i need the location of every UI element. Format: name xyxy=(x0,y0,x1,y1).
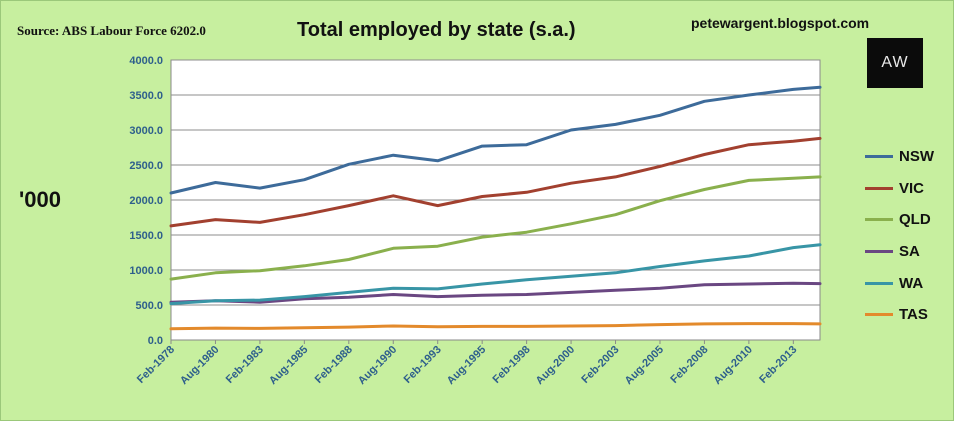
x-tick-label: Feb-1983 xyxy=(224,344,266,386)
legend-label: NSW xyxy=(899,148,934,166)
x-tick-label: Feb-2013 xyxy=(757,344,799,386)
y-tick-label: 0.0 xyxy=(148,335,163,347)
legend-swatch xyxy=(865,281,893,285)
series-line-vic xyxy=(169,136,822,228)
legend-label: WA xyxy=(899,274,924,292)
legend: NSW VIC QLD SA WA TAS xyxy=(865,141,934,331)
x-tick-label: Aug-1990 xyxy=(356,344,400,388)
legend-item-nsw: NSW xyxy=(865,141,934,173)
legend-item-sa: SA xyxy=(865,236,934,268)
series-line-wa xyxy=(169,243,822,306)
series-line-qld xyxy=(169,175,822,281)
x-tick-label: Aug-2005 xyxy=(623,344,667,388)
legend-swatch xyxy=(865,186,893,190)
legend-item-qld: QLD xyxy=(865,204,934,236)
x-tick-label: Feb-1978 xyxy=(135,344,177,386)
blog-credit: petewargent.blogspot.com xyxy=(691,15,870,31)
legend-swatch xyxy=(865,155,893,159)
chart-title: Total employed by state (s.a.) xyxy=(297,19,576,41)
legend-swatch xyxy=(865,218,893,222)
legend-swatch xyxy=(865,313,893,317)
x-tick-label: Feb-1988 xyxy=(313,344,355,386)
x-tick-label: Aug-2010 xyxy=(711,344,755,388)
legend-label: QLD xyxy=(899,211,931,229)
y-tick-label: 3000.0 xyxy=(129,125,163,137)
aw-logo: AW xyxy=(867,38,923,88)
x-tick-label: Aug-1985 xyxy=(267,344,311,388)
x-tick-label: Aug-1980 xyxy=(178,344,222,388)
legend-label: TAS xyxy=(899,306,928,324)
y-tick-label: 2500.0 xyxy=(129,160,163,172)
x-tick-label: Feb-1993 xyxy=(402,344,444,386)
legend-swatch xyxy=(865,250,893,254)
y-tick-label: 1000.0 xyxy=(129,265,163,277)
legend-label: VIC xyxy=(899,179,925,197)
legend-item-vic: VIC xyxy=(865,173,934,205)
legend-item-tas: TAS xyxy=(865,299,934,331)
y-tick-label: 2000.0 xyxy=(129,195,163,207)
y-tick-label: 500.0 xyxy=(135,300,163,312)
logo-text: AW xyxy=(881,54,909,71)
series-line-sa xyxy=(169,281,822,304)
source-note: Source: ABS Labour Force 6202.0 xyxy=(17,23,206,38)
y-tick-label: 4000.0 xyxy=(129,55,163,67)
y-tick-label: 1500.0 xyxy=(129,230,163,242)
x-tick-label: Feb-1998 xyxy=(491,344,533,386)
series-line-tas xyxy=(169,322,822,331)
x-tick-label: Aug-2000 xyxy=(534,344,578,388)
y-axis-unit-label: '000 xyxy=(19,187,61,212)
x-tick-label: Feb-2003 xyxy=(579,344,621,386)
legend-item-wa: WA xyxy=(865,267,934,299)
x-tick-label: Aug-1995 xyxy=(445,344,489,388)
legend-label: SA xyxy=(899,243,920,261)
y-tick-label: 3500.0 xyxy=(129,90,163,102)
x-tick-label: Feb-2008 xyxy=(668,344,710,386)
series-line-nsw xyxy=(169,85,822,195)
